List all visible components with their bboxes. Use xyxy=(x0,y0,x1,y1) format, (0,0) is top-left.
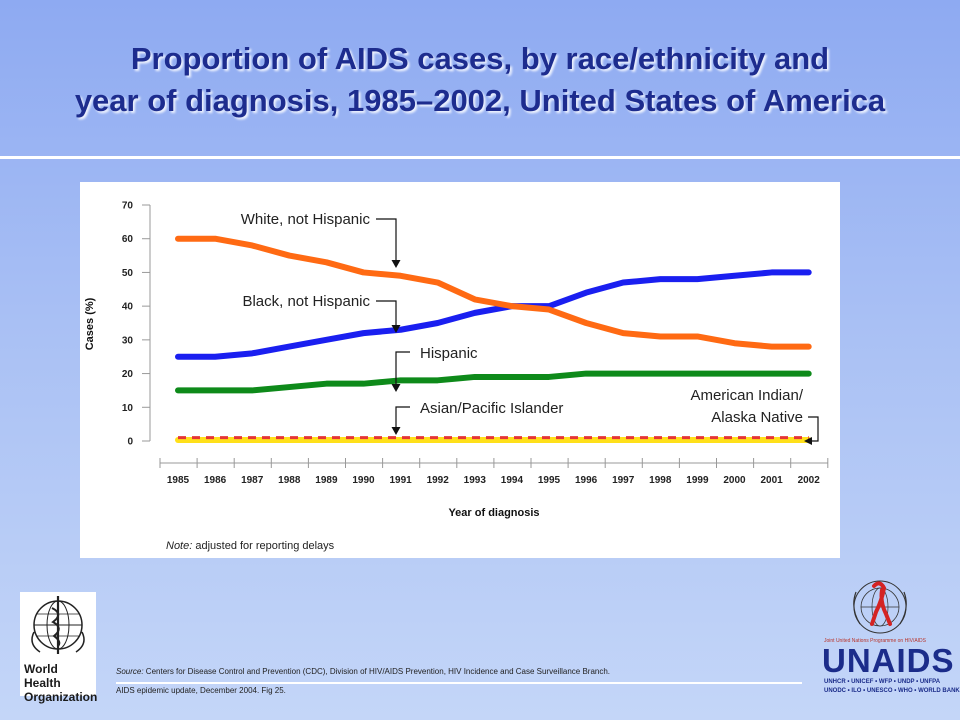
who-logo: World Health Organization xyxy=(20,592,97,704)
y-tick-label: 70 xyxy=(122,201,134,212)
callout-native xyxy=(808,416,819,442)
series-label-native-line1: American Indian/ xyxy=(690,387,803,404)
series-label-asian: Asian/Pacific Islander xyxy=(420,400,563,417)
note-text: adjusted for reporting delays xyxy=(192,540,334,552)
un-emblem-icon xyxy=(853,580,907,634)
unaids-sponsors-line2: UNODC • ILO • UNESCO • WHO • WORLD BANK xyxy=(824,688,960,694)
callout-arrowhead xyxy=(391,427,401,435)
footer-divider xyxy=(116,682,802,684)
series-line-black-not-hispanic xyxy=(175,269,812,360)
x-tick-label: 1985 xyxy=(167,475,190,486)
chart-title-line-2: year of diagnosis, 1985–2002, United Sta… xyxy=(74,83,886,118)
line-chart: 0 10 20 30 40 50 60 70 1985 1986 1987 1988 1989 1990 1… xyxy=(84,201,829,552)
callout-hispanic xyxy=(395,351,410,386)
series-line-hispanic xyxy=(175,370,812,394)
x-tick-label: 1989 xyxy=(315,475,338,486)
x-tick-label: 1998 xyxy=(649,475,672,486)
update-reference: AIDS epidemic update, December 2004. Fig… xyxy=(116,686,286,695)
unaids-logo: Joint United Nations Programme on HIV/AI… xyxy=(818,578,960,700)
x-tick-label: 2001 xyxy=(760,475,783,486)
y-tick-label: 10 xyxy=(122,403,134,414)
chart-title-line-1: Proportion of AIDS cases, by race/ethnic… xyxy=(130,41,830,76)
x-tick-label: 1994 xyxy=(501,475,524,486)
callout-arrowhead xyxy=(391,384,401,392)
series-label-native-line2: Alaska Native xyxy=(711,409,803,426)
x-tick-label: 1987 xyxy=(241,475,264,486)
x-tick-label: 1990 xyxy=(352,475,375,486)
source-citation: Source: Centers for Disease Control and … xyxy=(116,667,610,676)
y-tick-label: 60 xyxy=(122,234,134,245)
x-tick-label: 2000 xyxy=(723,475,746,486)
x-tick-label: 1997 xyxy=(612,475,635,486)
x-tick-label: 1993 xyxy=(464,475,487,486)
unaids-tagline: Joint United Nations Programme on HIV/AI… xyxy=(824,638,926,644)
chart-note: Note: adjusted for reporting delays xyxy=(166,540,335,552)
x-tick-label: 1992 xyxy=(427,475,450,486)
callout-arrowhead xyxy=(804,437,812,445)
y-tick-label: 30 xyxy=(122,335,134,346)
y-tick-label: 0 xyxy=(127,437,133,448)
series-label-black: Black, not Hispanic xyxy=(242,293,370,310)
x-tick-label: 1999 xyxy=(686,475,709,486)
series-label-white: White, not Hispanic xyxy=(241,211,371,228)
series-label-hispanic: Hispanic xyxy=(420,345,478,362)
series-line-white-not-hispanic xyxy=(175,235,812,350)
title-divider xyxy=(0,156,960,159)
who-name-line1: World Health xyxy=(24,662,61,690)
x-tick-label: 1996 xyxy=(575,475,598,486)
source-label: Source: xyxy=(116,667,144,676)
chart-panel: 0 10 20 30 40 50 60 70 1985 1986 1987 1988 1989 1990 1… xyxy=(80,182,840,558)
unaids-wordmark: UNAIDS xyxy=(822,642,955,679)
x-axis-title: Year of diagnosis xyxy=(448,507,539,519)
who-name-line2: Organization xyxy=(24,690,98,704)
unaids-sponsors-line1: UNHCR • UNICEF • WFP • UNDP • UNFPA xyxy=(824,679,941,685)
x-tick-label: 1995 xyxy=(538,475,561,486)
callout-white xyxy=(376,218,397,262)
x-tick-label: 2002 xyxy=(798,475,821,486)
note-prefix: Note: xyxy=(166,540,192,552)
who-emblem-icon xyxy=(31,596,85,654)
callout-black xyxy=(376,300,397,327)
y-tick-label: 50 xyxy=(122,268,134,279)
y-tick-label: 20 xyxy=(122,369,134,380)
x-tick-label: 1991 xyxy=(389,475,412,486)
x-tick-label: 1986 xyxy=(204,475,227,486)
callout-arrowhead xyxy=(391,325,401,333)
y-tick-label: 40 xyxy=(122,302,134,313)
source-text: Centers for Disease Control and Preventi… xyxy=(143,667,611,676)
x-tick-label: 1988 xyxy=(278,475,301,486)
callout-arrowhead xyxy=(391,260,401,268)
callout-asian xyxy=(395,406,410,429)
y-axis-title: Cases (%) xyxy=(84,297,96,350)
